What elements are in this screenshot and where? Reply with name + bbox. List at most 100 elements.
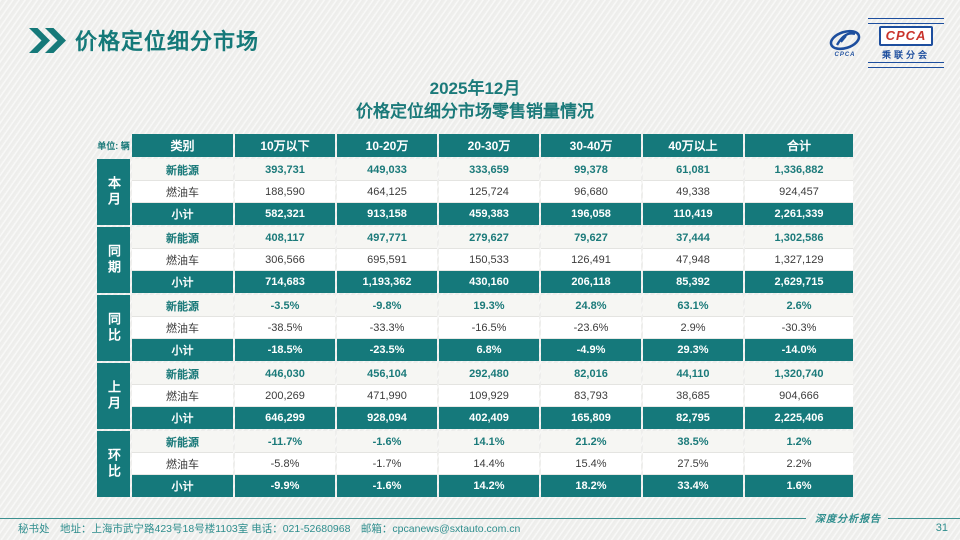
value-cell: 165,809 xyxy=(541,407,641,429)
table-body: 本月 新能源 393,731 449,033 333,659 99,378 61,081 1,… xyxy=(97,159,853,497)
value-cell: 125,724 xyxy=(439,181,539,203)
value-cell: 82,795 xyxy=(643,407,743,429)
report-label: 深度分析报告 xyxy=(815,514,881,525)
column-header-above-400k: 40万以上 xyxy=(643,134,743,157)
value-cell: 49,338 xyxy=(643,181,743,203)
value-cell: 1.2% xyxy=(745,431,853,453)
table-group: 同期 新能源 408,117 497,771 279,627 79,627 37,444 1,… xyxy=(97,227,853,293)
value-cell: -23.5% xyxy=(337,339,437,361)
category-cell: 新能源 xyxy=(132,363,233,385)
value-cell: 924,457 xyxy=(745,181,853,203)
value-cell: 714,683 xyxy=(235,271,335,293)
value-cell: 913,158 xyxy=(337,203,437,225)
value-cell: 464,125 xyxy=(337,181,437,203)
value-cell: 18.2% xyxy=(541,475,641,497)
value-cell: 14.2% xyxy=(439,475,539,497)
column-header-100-200k: 10-20万 xyxy=(337,134,437,157)
table-title-line1: 2025年12月 xyxy=(429,79,521,98)
value-cell: -9.8% xyxy=(337,295,437,317)
table-group: 上月 新能源 446,030 456,104 292,480 82,016 44,110 1,… xyxy=(97,363,853,429)
value-cell: 2,629,715 xyxy=(745,271,853,293)
value-cell: 446,030 xyxy=(235,363,335,385)
value-cell: -30.3% xyxy=(745,317,853,339)
value-cell: 96,680 xyxy=(541,181,641,203)
column-header-under-100k: 10万以下 xyxy=(235,134,335,157)
table-row: 新能源 -11.7% -1.6% 14.1% 21.2% 38.5% 1.2% xyxy=(132,431,853,453)
group-label: 上月 xyxy=(97,363,130,429)
value-cell: 292,480 xyxy=(439,363,539,385)
table-row: 小计 646,299 928,094 402,409 165,809 82,795 2,22… xyxy=(132,407,853,429)
double-chevron-icon xyxy=(29,27,66,53)
value-cell: -5.8% xyxy=(235,453,335,475)
value-cell: -4.9% xyxy=(541,339,641,361)
table-group: 同比 新能源 -3.5% -9.8% 19.3% 24.8% 63.1% 2.6% 燃油车 -38… xyxy=(97,295,853,361)
value-cell: 2.2% xyxy=(745,453,853,475)
category-cell: 燃油车 xyxy=(132,453,233,475)
column-header-300-400k: 30-40万 xyxy=(541,134,641,157)
category-cell: 新能源 xyxy=(132,227,233,249)
value-cell: 456,104 xyxy=(337,363,437,385)
footer-divider-left xyxy=(0,518,806,519)
value-cell: 6.8% xyxy=(439,339,539,361)
page-number: 31 xyxy=(935,522,948,534)
table-row: 小计 -9.9% -1.6% 14.2% 18.2% 33.4% 1.6% xyxy=(132,475,853,497)
value-cell: -1.7% xyxy=(337,453,437,475)
value-cell: 63.1% xyxy=(643,295,743,317)
value-cell: -23.6% xyxy=(541,317,641,339)
page-header: 价格定位细分市场 xyxy=(28,24,259,56)
value-cell: 61,081 xyxy=(643,159,743,181)
value-cell: 408,117 xyxy=(235,227,335,249)
value-cell: 279,627 xyxy=(439,227,539,249)
category-cell: 燃油车 xyxy=(132,317,233,339)
value-cell: -11.7% xyxy=(235,431,335,453)
value-cell: 695,591 xyxy=(337,249,437,271)
value-cell: 2,225,406 xyxy=(745,407,853,429)
value-cell: 1,336,882 xyxy=(745,159,853,181)
table-row: 新能源 -3.5% -9.8% 19.3% 24.8% 63.1% 2.6% xyxy=(132,295,853,317)
value-cell: 2.9% xyxy=(643,317,743,339)
value-cell: 430,160 xyxy=(439,271,539,293)
group-label: 本月 xyxy=(97,159,130,225)
value-cell: 471,990 xyxy=(337,385,437,407)
value-cell: 497,771 xyxy=(337,227,437,249)
value-cell: 82,016 xyxy=(541,363,641,385)
value-cell: 24.8% xyxy=(541,295,641,317)
table-row: 燃油车 -5.8% -1.7% 14.4% 15.4% 27.5% 2.2% xyxy=(132,453,853,475)
value-cell: 1,320,740 xyxy=(745,363,853,385)
value-cell: 306,566 xyxy=(235,249,335,271)
value-cell: 582,321 xyxy=(235,203,335,225)
value-cell: 27.5% xyxy=(643,453,743,475)
value-cell: 1.6% xyxy=(745,475,853,497)
value-cell: 99,378 xyxy=(541,159,641,181)
category-cell: 燃油车 xyxy=(132,385,233,407)
value-cell: -38.5% xyxy=(235,317,335,339)
logo-subtitle: 乘联分会 xyxy=(881,50,930,60)
value-cell: 85,392 xyxy=(643,271,743,293)
value-cell: 38,685 xyxy=(643,385,743,407)
value-cell: 38.5% xyxy=(643,431,743,453)
footer-divider-right xyxy=(888,518,960,519)
table-title-line2: 价格定位细分市场零售销量情况 xyxy=(356,102,594,122)
value-cell: 14.1% xyxy=(439,431,539,453)
logo-decor-lines-top xyxy=(868,18,944,24)
category-cell: 新能源 xyxy=(132,431,233,453)
value-cell: 904,666 xyxy=(745,385,853,407)
table-row: 新能源 446,030 456,104 292,480 82,016 44,110 1,32… xyxy=(132,363,853,385)
footer-contact: 秘书处 地址：上海市武宁路423号18号楼1103室 电话：021-526809… xyxy=(18,523,521,535)
group-label: 同比 xyxy=(97,295,130,361)
table-row: 小计 582,321 913,158 459,383 196,058 110,419 2,2… xyxy=(132,203,853,225)
value-cell: 79,627 xyxy=(541,227,641,249)
value-cell: 333,659 xyxy=(439,159,539,181)
group-label: 环比 xyxy=(97,431,130,497)
value-cell: -18.5% xyxy=(235,339,335,361)
value-cell: 1,193,362 xyxy=(337,271,437,293)
table-row: 燃油车 188,590 464,125 125,724 96,680 49,338 924,… xyxy=(132,181,853,203)
table-group: 环比 新能源 -11.7% -1.6% 14.1% 21.2% 38.5% 1.2% 燃油车 -5… xyxy=(97,431,853,497)
category-cell: 小计 xyxy=(132,271,233,293)
value-cell: 200,269 xyxy=(235,385,335,407)
table-header-row: 单位: 辆 类别 10万以下 10-20万 20-30万 30-40万 40万以… xyxy=(97,134,853,157)
category-cell: 小计 xyxy=(132,475,233,497)
cpca-logo: CPCA CPCA 乘联分会 xyxy=(827,18,944,68)
price-table: 单位: 辆 类别 10万以下 10-20万 20-30万 30-40万 40万以… xyxy=(97,134,853,497)
